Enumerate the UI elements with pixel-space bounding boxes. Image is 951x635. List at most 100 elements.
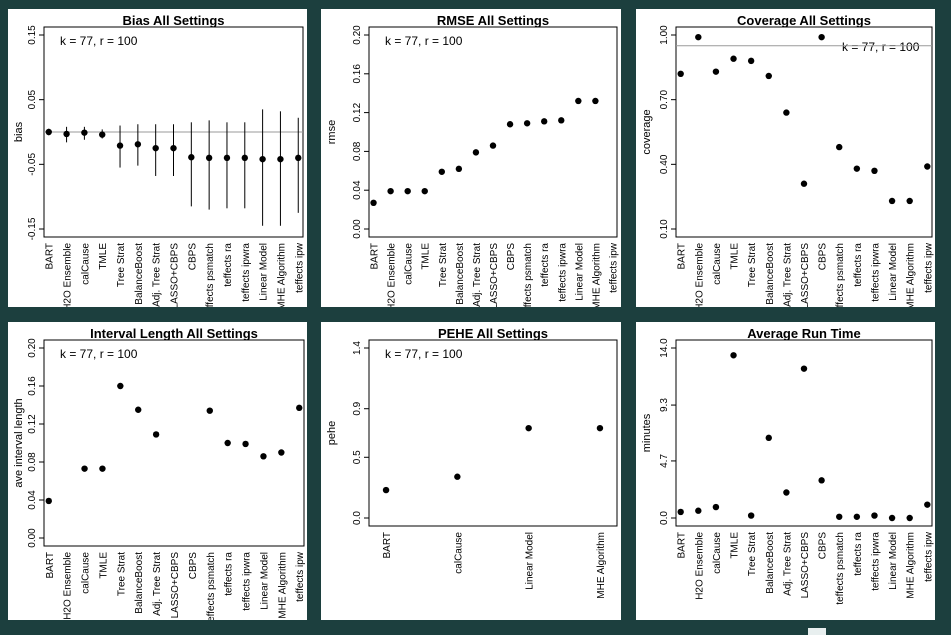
x-tick-label: teffects ra [540, 243, 551, 287]
x-tick-label: calCause [404, 243, 415, 285]
y-tick-label: 0.05 [27, 89, 38, 109]
data-point [404, 187, 411, 195]
data-point [800, 180, 808, 187]
y-tick-label: 0.08 [27, 452, 38, 472]
data-point [421, 187, 428, 195]
data-point [888, 197, 896, 205]
x-tick-label: teffects ipw [294, 242, 305, 293]
y-tick-label: 0.08 [352, 141, 363, 161]
y-axis-label: minutes [641, 413, 653, 452]
data-point [540, 118, 548, 125]
x-tick-label: CBPS [506, 243, 517, 271]
x-tick-label: H2O Ensemble [63, 552, 74, 620]
data-point [241, 154, 248, 162]
x-tick-label: BART [45, 552, 56, 579]
x-tick-label: MHE Algorithm [906, 243, 917, 307]
footer-mark [808, 628, 826, 635]
x-tick-label: MHE Algorithm [906, 532, 917, 599]
data-point [924, 501, 931, 508]
x-tick-label: Adj. Tree Strat [472, 243, 483, 307]
chart-title: Interval Length All Settings [90, 326, 258, 341]
data-point [747, 512, 755, 519]
data-point [765, 72, 772, 80]
data-point [730, 55, 737, 62]
panel-bias: Bias All Settings k = 77, r = 100 0.15 0.05… [8, 9, 307, 307]
data-point [81, 465, 88, 472]
data-point [370, 199, 377, 207]
data-point [278, 449, 285, 456]
data-point [506, 121, 514, 128]
y-tick-label: 0.00 [352, 219, 363, 239]
chart-title: Coverage All Settings [737, 13, 871, 28]
plot-frame [368, 339, 618, 527]
data-point [223, 154, 231, 162]
y-tick-label: 0.12 [352, 102, 363, 122]
x-tick-label: BalanceBoost [134, 243, 145, 305]
panel-pehe: PEHE All Settings k = 77, r = 100 1.4 0.9 0.… [321, 322, 621, 620]
x-tick-label: H2O Ensemble [694, 243, 705, 307]
data-point [871, 167, 878, 174]
annotation-text: k = 77, r = 100 [842, 40, 920, 54]
y-tick-label: 1.00 [659, 25, 670, 45]
x-tick-label: teffects ipwra [870, 532, 881, 591]
data-point [116, 142, 124, 149]
data-point [472, 149, 480, 156]
x-tick-label: teffects ipwra [242, 552, 253, 611]
data-point [63, 130, 70, 138]
chart-title: RMSE All Settings [437, 13, 549, 28]
data-point [295, 154, 302, 162]
x-tick-label: teffects ra [853, 243, 864, 287]
data-point [296, 404, 303, 412]
y-tick-label: 0.0 [352, 511, 363, 525]
data-point [906, 514, 913, 522]
x-tick-label: BART [382, 532, 393, 559]
x-tick-label: CBPS [818, 532, 829, 560]
data-point [260, 453, 267, 460]
x-tick-label: teffects ra [223, 243, 234, 287]
x-tick-label: Adj. Tree Strat [782, 243, 793, 307]
data-point [259, 155, 266, 163]
chart-title: Average Run Time [747, 326, 860, 341]
data-point [765, 434, 772, 442]
y-axis-label: pehe [326, 421, 338, 445]
x-tick-label: Adj. Tree Strat [152, 552, 163, 616]
x-tick-label: Tree Strat [438, 243, 449, 287]
data-point [489, 142, 497, 149]
x-tick-label: calCause [453, 532, 464, 574]
data-point [818, 477, 825, 484]
panel-rmse: RMSE All Settings k = 77, r = 100 0.20 0.16… [321, 9, 621, 307]
data-point [836, 513, 843, 520]
data-point [783, 489, 790, 496]
x-tick-label: TMLE [730, 243, 741, 270]
chart-title: PEHE All Settings [438, 326, 548, 341]
data-point [525, 424, 532, 432]
x-tick-label: MHE Algorithm [591, 243, 602, 307]
data-point [818, 33, 825, 41]
data-point [871, 512, 878, 519]
data-point [677, 508, 684, 516]
data-point [853, 513, 861, 520]
x-tick-label: Linear Model [259, 552, 270, 610]
data-point [170, 144, 177, 152]
data-point [135, 406, 142, 413]
y-tick-label: 0.70 [659, 89, 670, 109]
x-tick-label: BART [677, 532, 688, 559]
y-tick-label: 14.0 [659, 338, 670, 358]
x-tick-label: MHE Algorithm [277, 552, 288, 619]
y-tick-label: 4.7 [659, 454, 670, 468]
data-point [205, 154, 213, 162]
y-tick-label: 0.04 [352, 180, 363, 200]
data-point [188, 154, 195, 161]
y-tick-label: 0.12 [27, 414, 38, 434]
x-tick-label: TMLE [98, 552, 109, 579]
data-point [382, 486, 390, 494]
data-point [117, 382, 124, 390]
plot-frame [43, 339, 305, 547]
x-tick-label: Linear Model [574, 243, 585, 301]
annotation-text: k = 77, r = 100 [60, 347, 138, 361]
y-tick-label: 0.00 [27, 528, 38, 548]
x-tick-label: TMLE [730, 532, 741, 559]
data-point [747, 57, 755, 65]
x-tick-label: TMLE [98, 243, 109, 270]
